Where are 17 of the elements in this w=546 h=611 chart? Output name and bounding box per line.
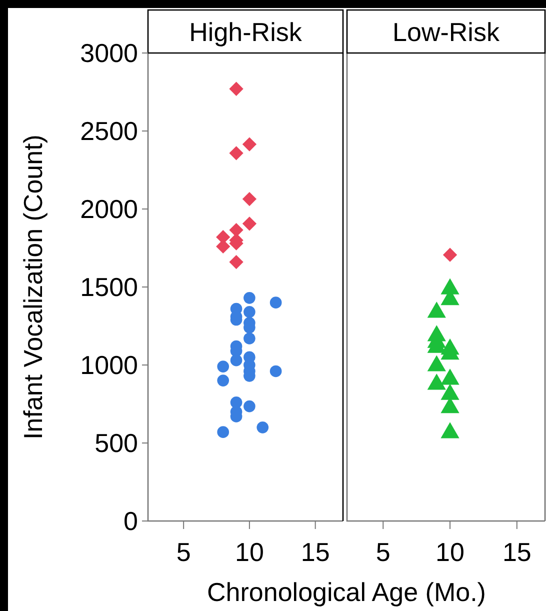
x-tick-label: 5 — [376, 537, 390, 567]
x-tick-label: 10 — [436, 537, 464, 567]
x-tick-label: 15 — [300, 537, 330, 567]
chart-title: High-Risk — [189, 17, 303, 47]
y-axis-title: Infant Vocalization (Count) — [18, 134, 48, 440]
chart-title: Low-Risk — [392, 17, 500, 47]
y-tick-label: 500 — [94, 428, 138, 458]
y-tick-label: 1000 — [80, 350, 138, 380]
y-tick-label: 3000 — [80, 38, 138, 68]
y-tick-label: 1500 — [80, 272, 138, 302]
y-tick-label: 2500 — [80, 116, 138, 146]
x-tick-label: 15 — [502, 537, 532, 567]
x-tick-label: 5 — [176, 537, 191, 567]
x-axis-title: Chronological Age (Mo.) — [207, 577, 486, 607]
y-tick-label: 2000 — [80, 194, 138, 224]
y-tick-label: 0 — [124, 506, 138, 536]
x-tick-label: 10 — [234, 537, 264, 567]
